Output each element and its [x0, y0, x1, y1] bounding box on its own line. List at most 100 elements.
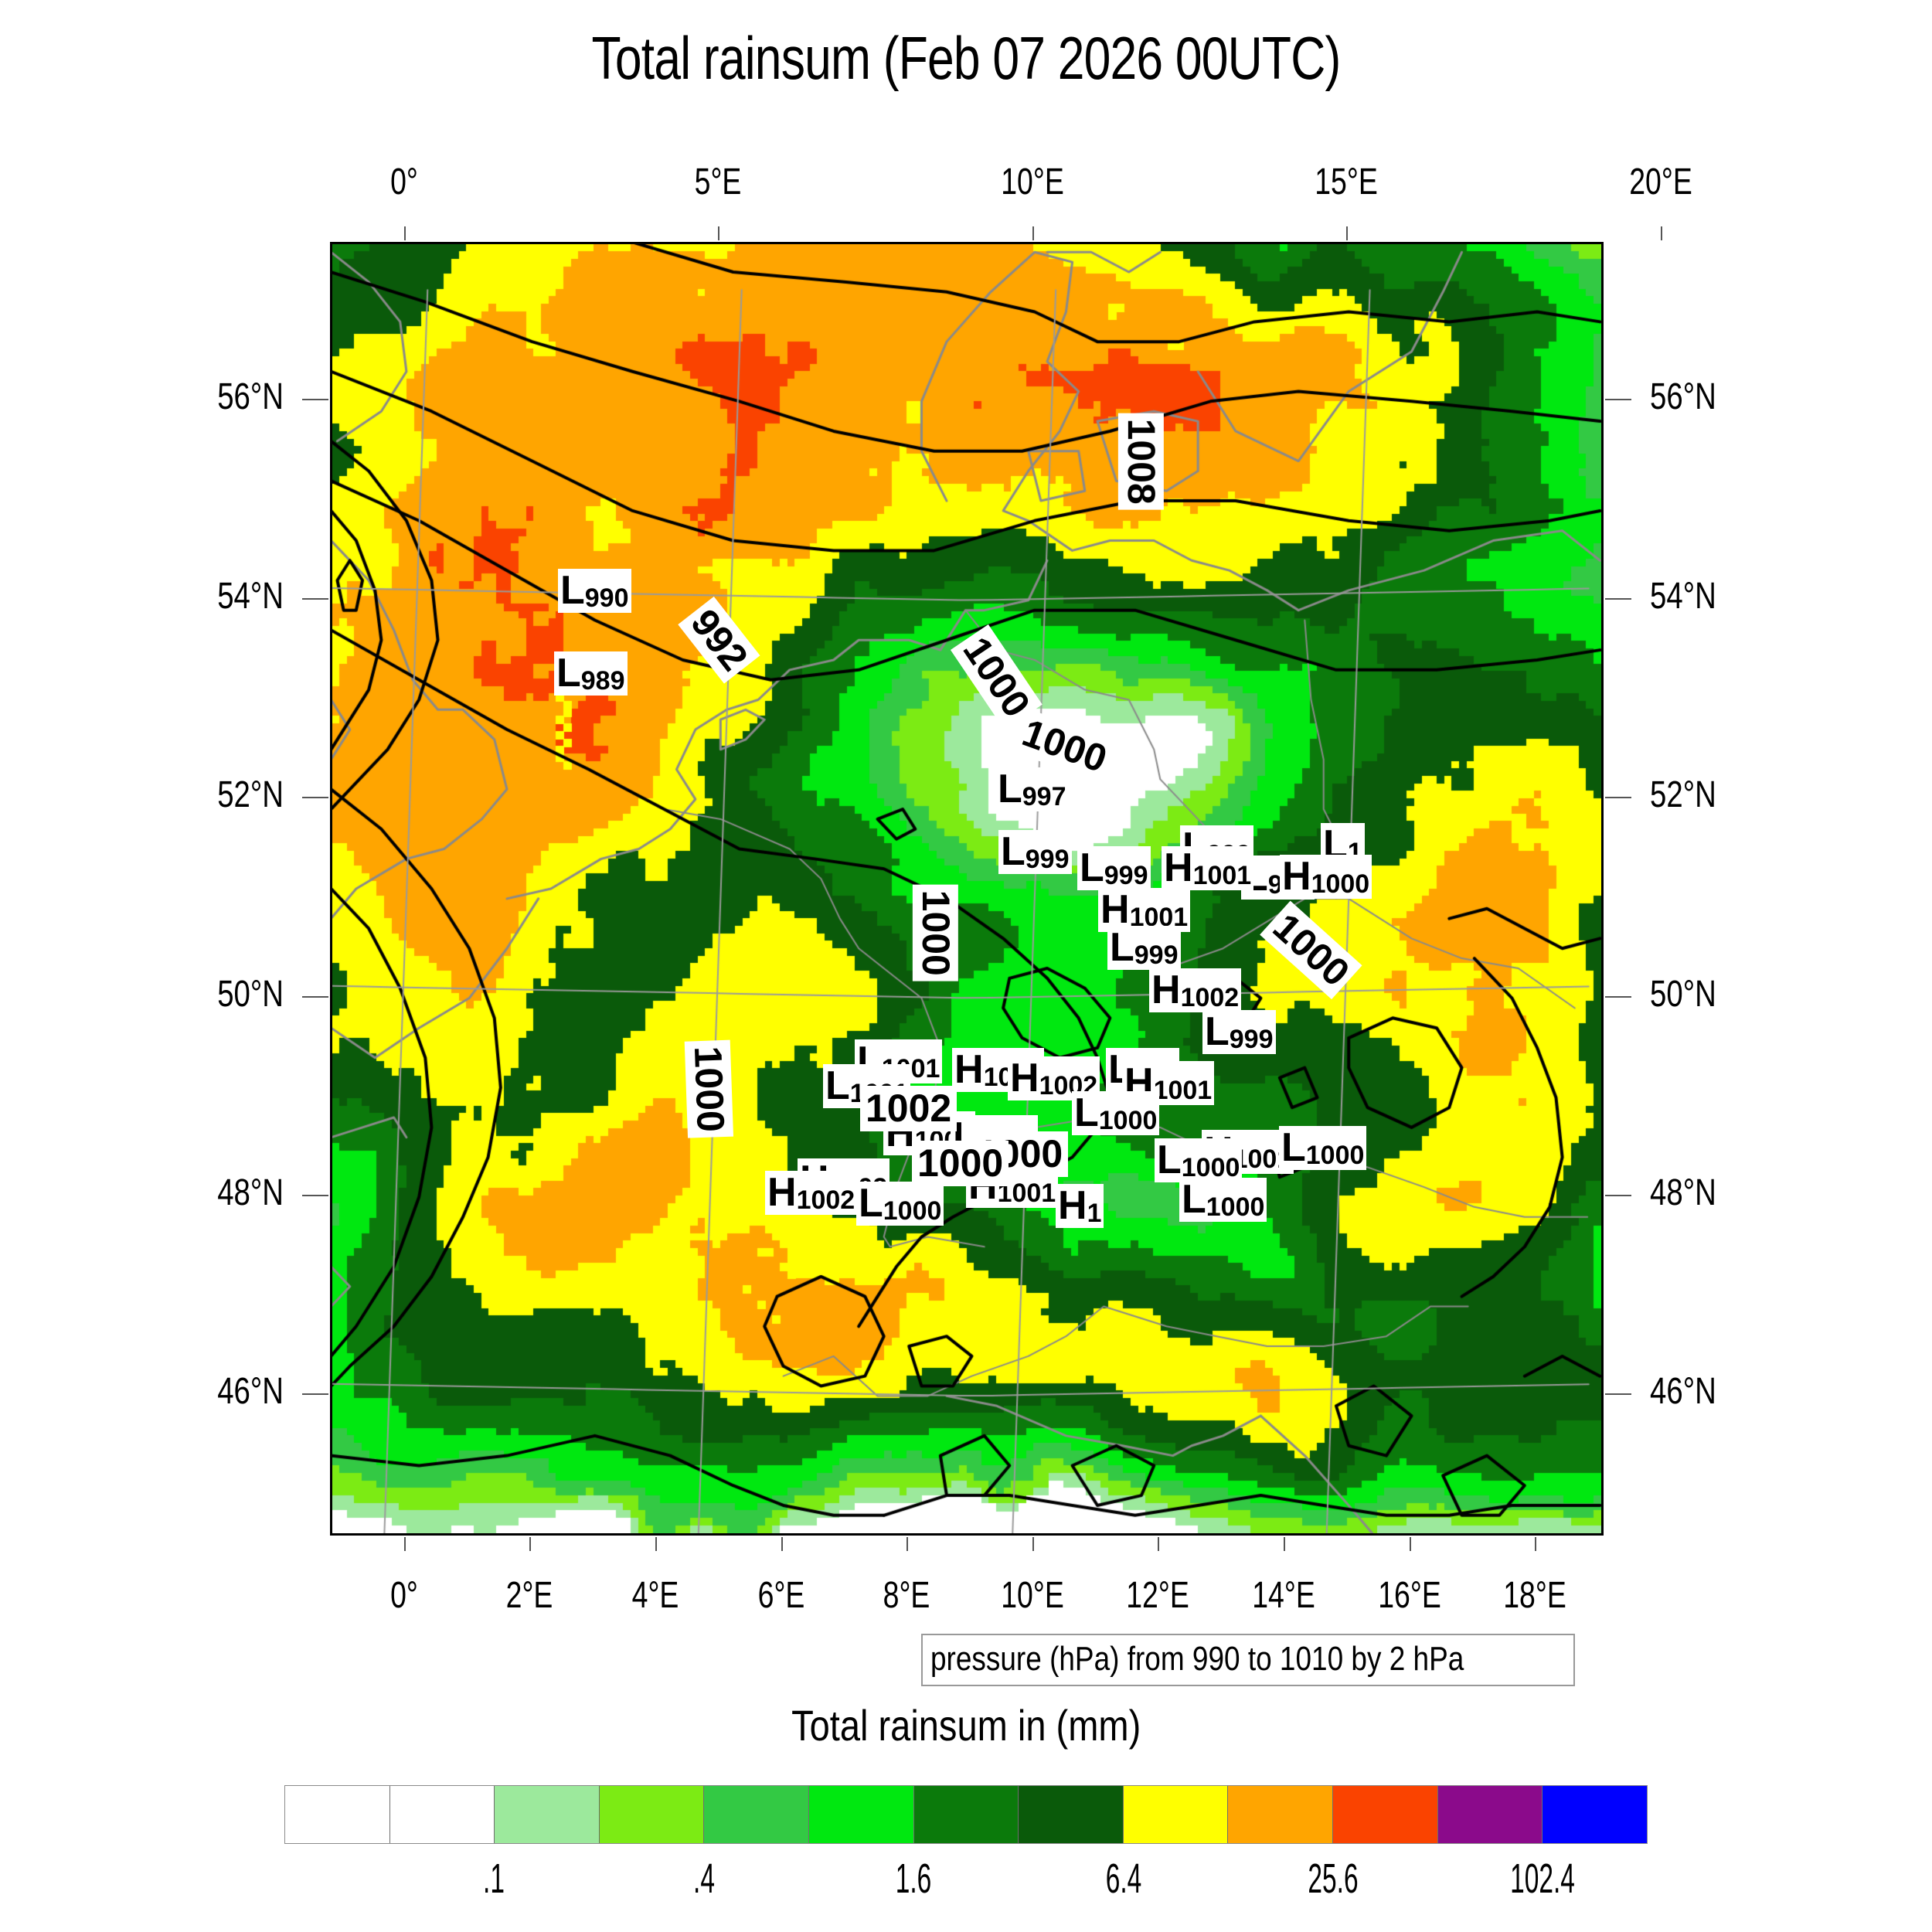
pressure-marker-type: L: [825, 1063, 850, 1108]
pressure-marker-type: L: [1080, 845, 1104, 890]
pressure-marker-l: L1000: [1155, 1138, 1243, 1183]
top-axis-tick: [718, 226, 720, 240]
bottom-axis-label: 12°E: [1126, 1575, 1190, 1616]
pressure-marker-value: 999: [1025, 845, 1070, 875]
map-plot-area: L990L989L997L999L999L999L1L998H1000H1001…: [330, 242, 1604, 1536]
bottom-axis-label: 2°E: [506, 1575, 553, 1616]
pressure-marker-h: H1: [1056, 1183, 1104, 1229]
pressure-marker-l: L999: [1202, 1009, 1276, 1055]
colorbar[interactable]: [284, 1785, 1648, 1844]
colorbar-segment-4: [704, 1786, 810, 1843]
bottom-axis-tick: [781, 1537, 783, 1551]
colorbar-segment-5: [809, 1786, 914, 1843]
colorbar-segment-0: [285, 1786, 390, 1843]
pressure-marker-value: 1000: [1181, 1153, 1240, 1183]
top-axis-tick: [1346, 226, 1349, 240]
pressure-marker-type: H: [1151, 968, 1181, 1012]
colorbar-segment-7: [1019, 1786, 1124, 1843]
rainsum-raster: [332, 244, 1601, 1533]
pressure-marker-type: L: [1281, 1125, 1306, 1170]
left-axis-label: 56°N: [217, 376, 284, 418]
right-axis-label: 46°N: [1650, 1371, 1716, 1413]
pressure-marker-type: L: [556, 651, 581, 696]
contour-label: 1000: [685, 1039, 734, 1138]
pressure-marker-type: H: [1100, 887, 1130, 932]
pressure-marker-value: 1000: [1311, 869, 1370, 900]
pressure-marker-h: H1002: [765, 1171, 858, 1216]
pressure-marker-type: L: [1182, 1177, 1206, 1222]
bottom-axis-tick: [529, 1537, 532, 1551]
right-axis-tick: [1605, 995, 1631, 998]
contour-label: 1008: [1118, 413, 1164, 510]
pressure-marker-l: L1000: [856, 1182, 944, 1226]
bottom-axis-label: 16°E: [1377, 1575, 1441, 1616]
pressure-marker-type: L: [560, 568, 585, 613]
pressure-marker-value: 1002: [1180, 983, 1240, 1013]
right-axis-tick: [1605, 1393, 1631, 1396]
bottom-axis-label: 8°E: [883, 1575, 930, 1616]
colorbar-segment-12: [1543, 1786, 1647, 1843]
colorbar-title: Total rainsum in (mm): [0, 1700, 1932, 1750]
colorbar-tick-label: 102.4: [1510, 1855, 1576, 1902]
pressure-marker-h: H1000: [1280, 855, 1372, 900]
left-axis-tick: [302, 797, 328, 799]
pressure-marker-l: L1000: [1279, 1125, 1367, 1171]
pressure-marker-l: L999: [998, 830, 1072, 875]
colorbar-tick-label: .1: [483, 1855, 505, 1902]
colorbar-segment-8: [1123, 1786, 1229, 1843]
right-axis-tick: [1605, 1194, 1631, 1196]
top-axis-tick: [1032, 226, 1034, 240]
right-axis-label: 50°N: [1650, 973, 1716, 1015]
right-axis-label: 52°N: [1650, 774, 1716, 816]
pressure-marker-l: L999: [1107, 926, 1181, 971]
pressure-marker-l: L997: [995, 767, 1069, 812]
pressure-contour-note: pressure (hPa) from 990 to 1010 by 2 hPa: [921, 1634, 1575, 1686]
pressure-marker-value: 990: [584, 583, 629, 614]
colorbar-segment-2: [495, 1786, 600, 1843]
pressure-marker-type: L: [859, 1181, 883, 1226]
pressure-marker-value: 1001: [1192, 861, 1252, 891]
colorbar-segment-11: [1437, 1786, 1543, 1843]
colorbar-tick-label: .4: [692, 1855, 715, 1902]
right-axis-label: 54°N: [1650, 575, 1716, 617]
left-axis-tick: [302, 399, 328, 401]
left-axis-tick: [302, 597, 328, 600]
bottom-axis-tick: [403, 1537, 406, 1551]
pressure-marker-type: H: [954, 1047, 984, 1092]
pressure-marker-value: 1000: [1206, 1192, 1265, 1223]
colorbar-segment-9: [1228, 1786, 1334, 1843]
colorbar-tick-label: 25.6: [1308, 1855, 1359, 1902]
top-axis-label: 10°E: [1000, 162, 1064, 202]
pressure-marker-value: 1001: [1153, 1076, 1213, 1106]
pressure-marker-type: H: [1058, 1183, 1087, 1228]
bottom-axis-tick: [655, 1537, 658, 1551]
pressure-marker-l: L1000: [1072, 1091, 1160, 1136]
top-axis-label: 20°E: [1628, 162, 1692, 202]
pressure-marker-value: 999: [1134, 940, 1179, 971]
left-axis-label: 48°N: [217, 1172, 284, 1213]
top-axis-label: 15°E: [1315, 162, 1379, 202]
right-axis-label: 56°N: [1650, 376, 1716, 418]
left-axis-tick: [302, 1194, 328, 1196]
colorbar-tick-label: 6.4: [1105, 1855, 1141, 1902]
pressure-marker-type: H: [1010, 1056, 1039, 1100]
pressure-marker-l: L990: [558, 568, 631, 614]
right-axis-tick: [1605, 797, 1631, 799]
pressure-marker-l: L989: [554, 651, 628, 696]
pressure-marker-value: 997: [1022, 782, 1066, 812]
pressure-marker-type: L: [1205, 1009, 1230, 1054]
bottom-axis-label: 14°E: [1252, 1575, 1315, 1616]
pressure-marker-value: 1: [1087, 1199, 1102, 1229]
left-axis-label: 54°N: [217, 575, 284, 617]
bottom-axis-tick: [906, 1537, 909, 1551]
right-axis-tick: [1605, 399, 1631, 401]
pressure-marker-type: L: [998, 767, 1022, 811]
bottom-axis-label: 4°E: [631, 1575, 679, 1616]
pressure-marker-value: 1002: [796, 1185, 855, 1216]
colorbar-segment-3: [599, 1786, 705, 1843]
pressure-marker-value: 999: [1229, 1025, 1274, 1055]
page-title: Total rainsum (Feb 07 2026 00UTC): [591, 24, 1342, 92]
right-axis-label: 48°N: [1650, 1172, 1716, 1213]
pressure-marker-l: L1000: [1179, 1177, 1267, 1223]
pressure-marker-l: L999: [1077, 845, 1151, 891]
